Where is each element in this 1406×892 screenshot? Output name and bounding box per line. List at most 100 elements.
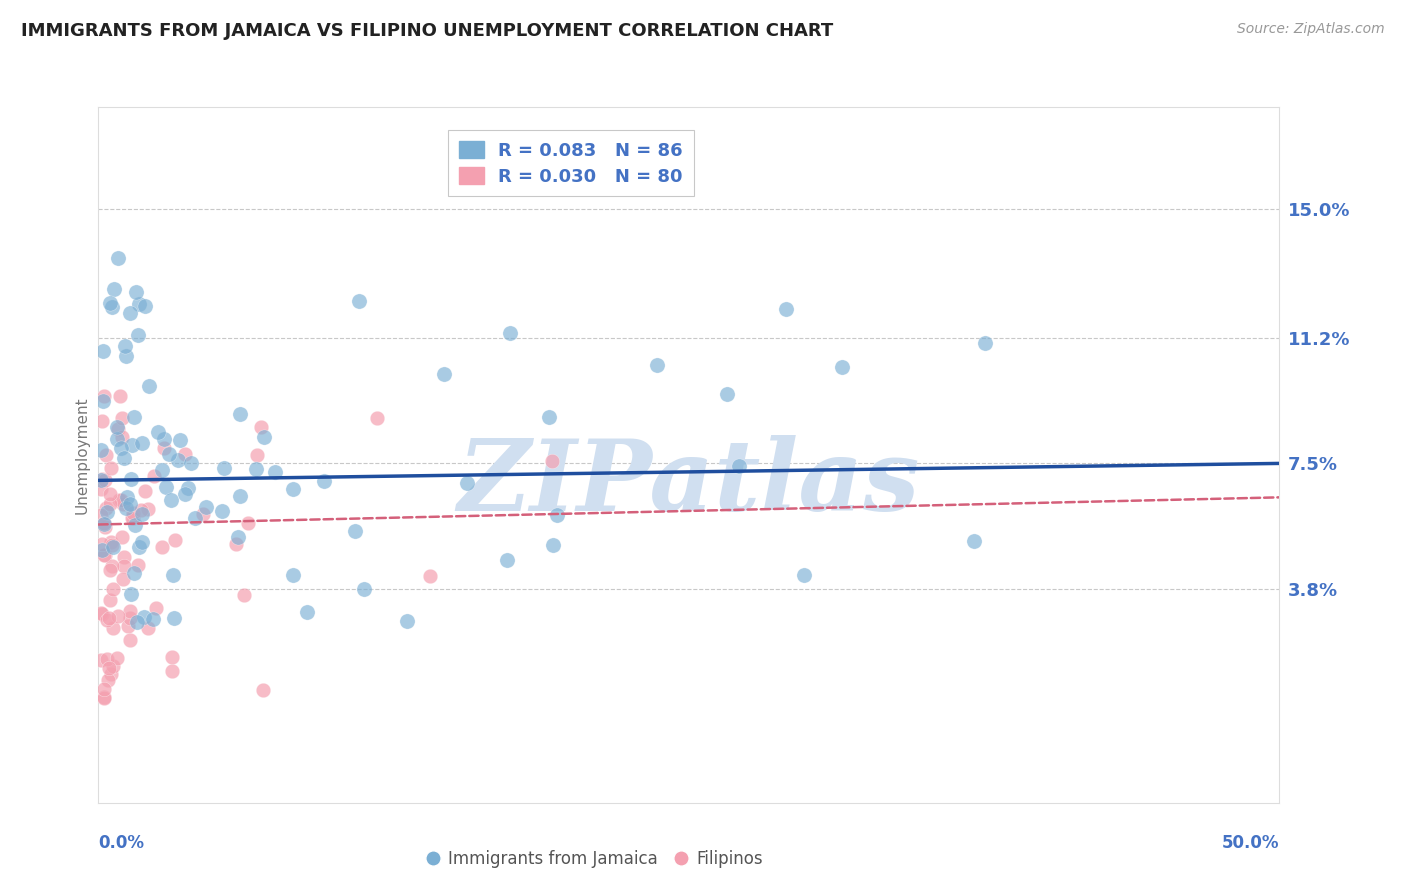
Point xyxy=(129,503,152,517)
Point xyxy=(101,558,124,573)
Text: 0.0%: 0.0% xyxy=(98,834,145,852)
Point xyxy=(128,297,150,311)
Point xyxy=(100,487,122,501)
Point xyxy=(96,448,118,462)
Point xyxy=(162,567,184,582)
Point xyxy=(297,605,319,619)
Point xyxy=(93,548,115,562)
Point xyxy=(128,541,150,555)
Point xyxy=(107,419,129,434)
Point xyxy=(112,559,135,574)
Point xyxy=(167,453,190,467)
Point xyxy=(120,305,142,319)
Point xyxy=(163,611,186,625)
Point xyxy=(138,621,160,635)
Point xyxy=(194,500,217,514)
Point xyxy=(111,429,134,443)
Point xyxy=(90,653,112,667)
Point xyxy=(111,530,134,544)
Point xyxy=(537,409,560,424)
Text: Source: ZipAtlas.com: Source: ZipAtlas.com xyxy=(1237,22,1385,37)
Point xyxy=(152,433,174,447)
Point xyxy=(124,518,146,533)
Point xyxy=(229,407,252,421)
Point xyxy=(456,476,478,491)
Point xyxy=(132,609,155,624)
Point xyxy=(91,537,114,551)
Point xyxy=(180,456,202,470)
Point xyxy=(145,600,167,615)
Point xyxy=(347,294,370,309)
Point xyxy=(157,447,180,461)
Point xyxy=(96,652,118,666)
Point xyxy=(93,516,115,531)
Point xyxy=(107,492,129,507)
Point xyxy=(229,489,252,503)
Point xyxy=(496,553,519,567)
Point xyxy=(110,442,132,456)
Point xyxy=(142,612,165,626)
Point xyxy=(177,481,200,495)
Point xyxy=(93,473,115,487)
Point xyxy=(105,432,128,446)
Point xyxy=(127,327,149,342)
Point xyxy=(160,665,183,679)
Point xyxy=(226,531,249,545)
Point xyxy=(118,497,141,511)
Point xyxy=(90,474,112,488)
Point xyxy=(253,430,276,444)
Point xyxy=(112,450,135,465)
Point xyxy=(112,550,135,565)
Point xyxy=(98,661,121,675)
Point xyxy=(160,649,183,664)
Point xyxy=(90,414,112,428)
Point xyxy=(419,569,441,583)
Point xyxy=(246,448,269,462)
Point xyxy=(107,609,129,624)
Point xyxy=(98,593,121,607)
Point xyxy=(146,425,169,439)
Point xyxy=(93,690,115,705)
Point xyxy=(91,343,114,358)
Point xyxy=(112,497,135,511)
Point xyxy=(100,461,122,475)
Point xyxy=(122,410,145,425)
Y-axis label: Unemployment: Unemployment xyxy=(75,396,90,514)
Point xyxy=(108,388,131,402)
Point xyxy=(153,441,176,455)
Point xyxy=(245,462,267,476)
Point xyxy=(114,500,136,515)
Point xyxy=(98,295,121,310)
Point xyxy=(366,411,388,425)
Point xyxy=(831,359,853,374)
Point xyxy=(150,462,173,476)
Point xyxy=(136,502,159,516)
Point xyxy=(90,482,112,496)
Point xyxy=(90,472,112,486)
Point xyxy=(97,673,120,687)
Text: 50.0%: 50.0% xyxy=(1222,834,1279,852)
Point xyxy=(120,587,142,601)
Point xyxy=(134,299,156,313)
Point xyxy=(124,285,146,299)
Point xyxy=(131,535,153,549)
Point xyxy=(546,508,568,522)
Point xyxy=(100,538,122,552)
Point xyxy=(127,558,149,572)
Point xyxy=(100,667,122,681)
Point xyxy=(105,651,128,665)
Point xyxy=(716,387,738,401)
Point xyxy=(125,615,148,629)
Point xyxy=(396,615,419,629)
Point xyxy=(122,506,145,520)
Point xyxy=(90,443,112,458)
Point xyxy=(96,500,118,515)
Point xyxy=(264,465,287,479)
Point xyxy=(118,632,141,647)
Point xyxy=(93,516,115,531)
Point xyxy=(169,433,191,447)
Point xyxy=(107,251,129,265)
Point xyxy=(121,438,143,452)
Point xyxy=(353,582,375,596)
Point xyxy=(93,690,115,705)
